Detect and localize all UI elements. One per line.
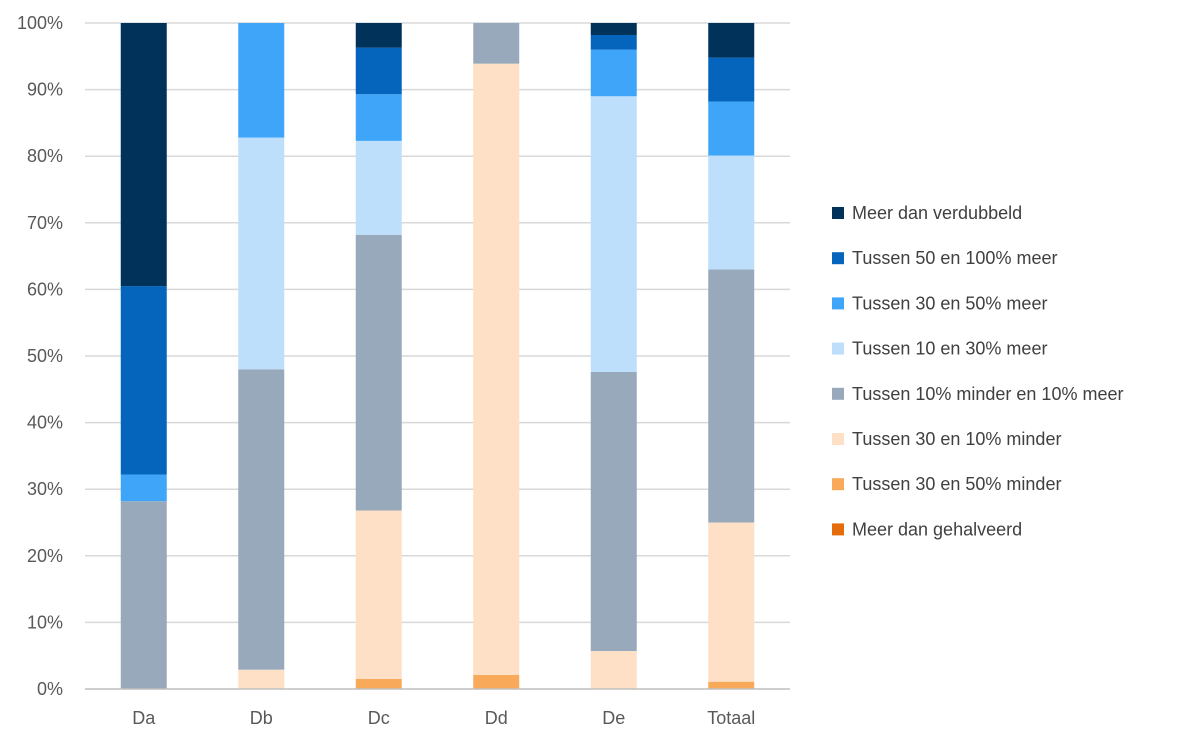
bar-segment-da-6 (120, 286, 167, 475)
x-tick-label: Totaal (707, 708, 755, 728)
legend: Meer dan verdubbeld Tussen 50 en 100% mee… (832, 203, 1123, 539)
legend-label: Meer dan verdubbeld (852, 203, 1022, 223)
bar-segment-de-4 (590, 96, 637, 372)
x-tick-label: Db (250, 708, 273, 728)
bar-segment-dc-5 (355, 94, 402, 141)
y-tick-label: 10% (27, 612, 63, 632)
bar-segment-dc-4 (355, 140, 402, 235)
bar-segment-db-4 (238, 137, 285, 370)
y-axis-tick-labels: 0% 10% 20% 30% 40% 50% 60% 70% 80% 90% 100% (17, 13, 63, 699)
legend-item: Tussen 10 en 30% meer (832, 339, 1047, 359)
bar-segment-totaal-4 (708, 155, 755, 270)
bar-segment-dc-2 (355, 510, 402, 680)
bar-segment-db-3 (238, 369, 285, 670)
legend-item: Meer dan verdubbeld (832, 203, 1022, 223)
bar-segment-de-3 (590, 371, 637, 652)
legend-label: Meer dan gehalveerd (852, 519, 1022, 539)
y-tick-label: 40% (27, 413, 63, 433)
bar-segment-db-5 (238, 23, 285, 138)
legend-label: Tussen 30 en 50% meer (852, 293, 1047, 313)
legend-label: Tussen 30 en 10% minder (852, 429, 1061, 449)
bar-segment-da-5 (120, 474, 167, 502)
y-tick-label: 50% (27, 346, 63, 366)
bar-segment-db-2 (238, 669, 285, 689)
bar-segment-totaal-6 (708, 57, 755, 102)
bar-segment-dd-3 (473, 23, 520, 64)
legend-swatch (832, 297, 844, 310)
x-tick-label: De (602, 708, 625, 728)
y-tick-label: 100% (17, 13, 63, 33)
legend-swatch (832, 252, 844, 265)
bars (120, 23, 755, 689)
bar-segment-dc-7 (355, 23, 402, 48)
bar-segment-de-2 (590, 651, 637, 689)
y-tick-label: 30% (27, 479, 63, 499)
legend-item: Meer dan gehalveerd (832, 519, 1022, 539)
y-tick-label: 60% (27, 279, 63, 299)
bar-segment-totaal-7 (708, 23, 755, 58)
bar-segment-da-3 (120, 501, 167, 689)
y-tick-label: 0% (37, 679, 63, 699)
bar-segment-dc-1 (355, 679, 402, 689)
legend-label: Tussen 10 en 30% meer (852, 339, 1047, 359)
legend-swatch (832, 342, 844, 355)
x-tick-label: Da (132, 708, 156, 728)
x-tick-label: Dd (485, 708, 508, 728)
y-tick-label: 80% (27, 146, 63, 166)
bar-segment-totaal-1 (708, 681, 755, 689)
bar-segment-de-7 (590, 23, 637, 35)
gridlines (85, 22, 790, 624)
bar-segment-totaal-2 (708, 522, 755, 682)
bar-segment-dc-6 (355, 47, 402, 95)
legend-swatch (832, 523, 844, 536)
bar-segment-de-6 (590, 34, 637, 50)
x-axis-tick-labels: Da Db Dc Dd De Totaal (132, 708, 755, 728)
y-tick-label: 20% (27, 546, 63, 566)
legend-item: Tussen 10% minder en 10% meer (832, 384, 1123, 404)
legend-item: Tussen 50 en 100% meer (832, 248, 1057, 268)
y-tick-label: 70% (27, 213, 63, 233)
legend-swatch (832, 478, 844, 491)
legend-label: Tussen 50 en 100% meer (852, 248, 1057, 268)
bar-segment-de-5 (590, 49, 637, 97)
legend-item: Tussen 30 en 50% minder (832, 474, 1061, 494)
bar-segment-dc-3 (355, 234, 402, 511)
legend-swatch (832, 433, 844, 445)
x-tick-label: Dc (368, 708, 390, 728)
legend-label: Tussen 30 en 50% minder (852, 474, 1061, 494)
y-tick-label: 90% (27, 80, 63, 100)
bar-segment-da-7 (120, 23, 167, 287)
bar-segment-totaal-5 (708, 101, 755, 156)
legend-label: Tussen 10% minder en 10% meer (852, 384, 1123, 404)
legend-item: Tussen 30 en 50% meer (832, 293, 1047, 313)
legend-item: Tussen 30 en 10% minder (832, 429, 1061, 449)
bar-segment-totaal-3 (708, 269, 755, 523)
bar-segment-dd-1 (473, 675, 520, 689)
bar-segment-dd-2 (473, 63, 520, 676)
legend-swatch (832, 207, 844, 219)
legend-swatch (832, 387, 844, 400)
